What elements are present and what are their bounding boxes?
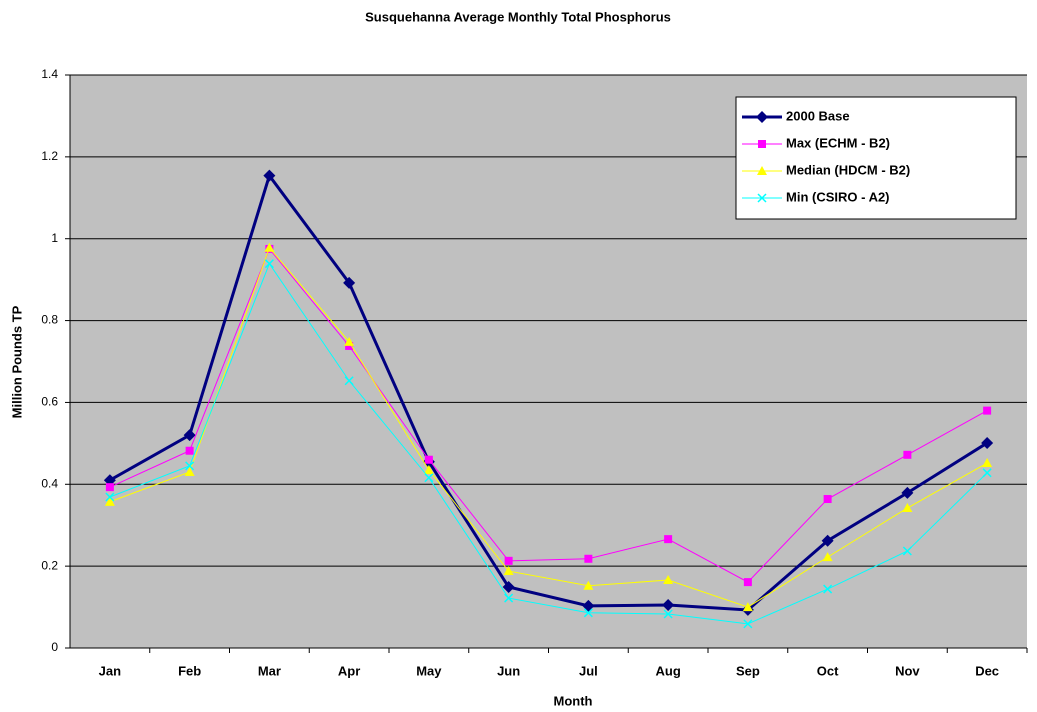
legend-marker — [756, 111, 768, 123]
data-point — [105, 492, 115, 502]
legend-marker — [758, 140, 766, 148]
data-point — [185, 446, 194, 455]
data-point — [104, 496, 115, 506]
legend-label: Min (CSIRO - A2) — [786, 189, 890, 204]
data-point — [823, 584, 833, 594]
data-point — [902, 503, 913, 513]
series-line — [109, 246, 988, 608]
data-point — [423, 464, 434, 474]
data-point — [901, 486, 914, 499]
x-tick-label: Jan — [99, 663, 121, 678]
data-point — [823, 495, 832, 504]
x-tick-label: Apr — [338, 663, 360, 678]
data-point — [982, 468, 992, 478]
legend-box — [735, 96, 1017, 220]
data-point — [903, 450, 912, 459]
x-tick-label: Dec — [975, 663, 999, 678]
data-point — [264, 242, 275, 252]
y-tick-label: 0.6 — [41, 395, 58, 409]
data-point — [584, 554, 593, 563]
data-point — [343, 276, 356, 289]
series-line — [109, 247, 988, 583]
data-point — [902, 546, 912, 556]
data-point — [264, 259, 274, 269]
x-tick-label: Feb — [178, 663, 201, 678]
chart-title: Susquehanna Average Monthly Total Phosph… — [365, 9, 671, 24]
data-point — [105, 483, 114, 492]
series-line — [109, 172, 988, 612]
y-tick-label: 0 — [51, 640, 58, 654]
data-point — [742, 602, 753, 612]
x-tick-label: Sep — [736, 663, 760, 678]
data-point — [344, 376, 354, 386]
legend-marker — [757, 166, 767, 175]
y-tick-label: 1.4 — [41, 67, 58, 81]
data-point — [504, 556, 513, 565]
data-point — [982, 458, 993, 468]
data-point — [504, 593, 514, 603]
x-tick-label: Jun — [497, 663, 520, 678]
data-point — [424, 455, 433, 464]
y-tick-label: 0.8 — [41, 313, 58, 327]
legend-label: Median (HDCM - B2) — [786, 162, 910, 177]
x-tick-label: Jul — [579, 663, 598, 678]
data-point — [345, 341, 354, 350]
data-point — [981, 436, 994, 449]
data-point — [424, 473, 434, 483]
x-tick-label: Aug — [655, 663, 680, 678]
data-point — [663, 575, 674, 585]
x-axis-label: Month — [554, 693, 593, 708]
data-point — [743, 619, 753, 629]
data-point — [502, 581, 515, 594]
y-tick-label: 1.2 — [41, 149, 58, 163]
data-point — [185, 461, 195, 471]
data-point — [344, 336, 355, 346]
data-point — [503, 566, 514, 576]
legend-marker — [757, 193, 767, 203]
x-tick-label: Mar — [258, 663, 281, 678]
data-point — [583, 608, 593, 618]
data-point — [821, 534, 834, 547]
x-tick-label: Nov — [895, 663, 920, 678]
legend-label: 2000 Base — [786, 108, 850, 123]
x-tick-label: Oct — [817, 663, 839, 678]
data-point — [663, 609, 673, 619]
data-point — [983, 406, 992, 415]
data-point — [662, 599, 675, 612]
data-point — [263, 169, 276, 182]
data-point — [743, 578, 752, 587]
legend-label: Max (ECHM - B2) — [786, 135, 890, 150]
data-point — [583, 580, 594, 590]
data-point — [183, 429, 196, 442]
data-point — [664, 535, 673, 544]
series-line — [109, 262, 988, 625]
data-point — [822, 552, 833, 562]
y-tick-label: 1 — [51, 231, 58, 245]
data-point — [184, 467, 195, 477]
y-tick-label: 0.4 — [41, 476, 58, 490]
y-axis-label: Million Pounds TP — [9, 305, 24, 418]
x-tick-label: May — [416, 663, 442, 678]
y-tick-label: 0.2 — [41, 558, 58, 572]
